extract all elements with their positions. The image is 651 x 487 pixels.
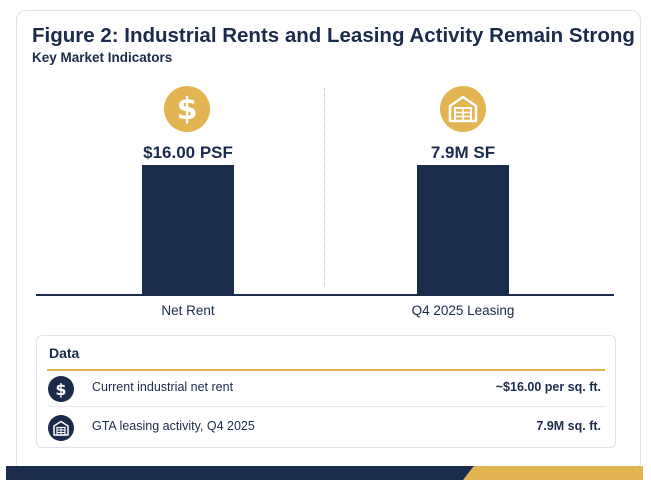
category-label-net-rent: Net Rent [161, 303, 215, 318]
warehouse-icon [48, 415, 74, 441]
row-divider [47, 406, 605, 407]
data-table-underline [47, 369, 605, 371]
figure-title: Figure 2: Industrial Rents and Leasing A… [32, 24, 635, 47]
table-row: $ Current industrial net rent ~$16.00 pe… [37, 370, 615, 406]
warehouse-icon [440, 86, 486, 132]
row-value: 7.9M sq. ft. [536, 419, 601, 433]
table-row: GTA leasing activity, Q4 2025 7.9M sq. f… [37, 409, 615, 445]
data-table: Data $ Current industrial net rent ~$16.… [36, 335, 616, 448]
dollar-icon: $ [164, 86, 210, 132]
bar-value-label-net-rent: $16.00 PSF [143, 143, 233, 162]
svg-text:$: $ [55, 380, 66, 399]
bar-leasing [417, 165, 509, 294]
figure-subtitle: Key Market Indicators [32, 50, 173, 65]
chart-baseline [36, 294, 614, 296]
row-label: Current industrial net rent [92, 380, 234, 394]
footer-band-gold [463, 466, 643, 480]
row-label: GTA leasing activity, Q4 2025 [92, 419, 255, 433]
data-table-heading: Data [49, 345, 80, 361]
footer-band-navy [6, 466, 474, 480]
chart-divider [324, 88, 325, 286]
bar-value-label-leasing: 7.9M SF [430, 143, 496, 162]
dollar-icon: $ [48, 376, 74, 402]
bar-net-rent [142, 165, 234, 294]
category-label-leasing: Q4 2025 Leasing [411, 303, 515, 318]
svg-text:$: $ [177, 92, 198, 127]
figure-card [16, 10, 641, 472]
row-value: ~$16.00 per sq. ft. [495, 380, 601, 394]
